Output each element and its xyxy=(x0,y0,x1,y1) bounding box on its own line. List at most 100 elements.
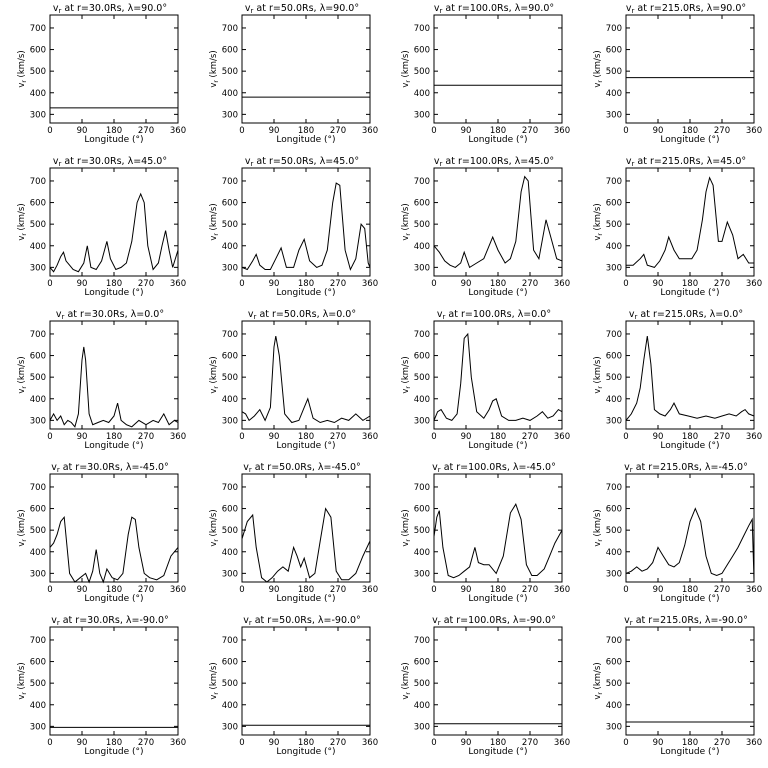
panel-3-1: vr at r=30.0Rs, λ=0.0° vr (km/s) Longitude… xyxy=(17,309,186,451)
chart-title: vr at r=30.0Rs, λ=-90.0° xyxy=(51,615,169,627)
y-tick-label: 500 xyxy=(30,220,46,230)
series-line xyxy=(49,192,179,273)
chart-title: vr at r=50.0Rs, λ=-45.0° xyxy=(243,462,361,474)
chart-title: vr at r=215.0Rs, λ=90.0° xyxy=(626,3,746,15)
y-tick-label: 500 xyxy=(30,373,46,383)
x-tick-label: 90 xyxy=(653,432,664,442)
y-tick-label: 500 xyxy=(414,67,430,77)
y-axis-label: vr (km/s) xyxy=(593,509,604,546)
x-tick-label: 90 xyxy=(77,585,88,595)
x-tick-label: 90 xyxy=(461,738,472,748)
x-tick-label: 270 xyxy=(138,279,154,289)
x-tick-label: 180 xyxy=(682,432,698,442)
y-tick-label: 400 xyxy=(414,242,430,252)
x-tick-label: 0 xyxy=(431,279,436,289)
y-tick-label: 400 xyxy=(30,89,46,99)
y-tick-label: 700 xyxy=(222,483,238,493)
y-tick-label: 500 xyxy=(222,679,238,689)
y-tick-label: 400 xyxy=(30,242,46,252)
y-tick-label: 700 xyxy=(606,636,622,646)
x-tick-label: 270 xyxy=(714,126,730,136)
x-tick-label: 180 xyxy=(298,585,314,595)
panel-2-1: vr at r=30.0Rs, λ=45.0° vr (km/s) Longitud… xyxy=(17,156,186,298)
panel-4-4: vr at r=215.0Rs, λ=-45.0° vr (km/s) Longit… xyxy=(593,462,762,604)
x-tick-label: 0 xyxy=(239,279,244,289)
x-tick-label: 360 xyxy=(170,432,186,442)
series-line xyxy=(625,336,755,421)
y-tick-label: 300 xyxy=(414,722,430,732)
y-tick-label: 700 xyxy=(30,330,46,340)
x-tick-label: 270 xyxy=(522,432,538,442)
x-tick-label: 0 xyxy=(47,126,52,136)
x-tick-label: 90 xyxy=(77,432,88,442)
x-axis-label: Longitude (°) xyxy=(276,594,335,604)
y-tick-label: 400 xyxy=(606,548,622,558)
x-tick-label: 0 xyxy=(623,585,628,595)
x-tick-label: 270 xyxy=(330,585,346,595)
y-axis-label: vr (km/s) xyxy=(17,50,28,87)
y-tick-label: 500 xyxy=(222,220,238,230)
x-tick-label: 180 xyxy=(106,585,122,595)
x-tick-label: 270 xyxy=(714,585,730,595)
x-tick-label: 0 xyxy=(239,126,244,136)
x-tick-label: 180 xyxy=(106,126,122,136)
x-tick-label: 90 xyxy=(653,279,664,289)
x-tick-label: 360 xyxy=(554,126,570,136)
x-tick-label: 90 xyxy=(269,585,280,595)
x-axis-label: Longitude (°) xyxy=(276,441,335,451)
x-tick-label: 180 xyxy=(106,279,122,289)
y-tick-label: 600 xyxy=(414,658,430,668)
plot-frame xyxy=(433,626,563,736)
y-tick-label: 600 xyxy=(30,352,46,362)
series-line xyxy=(241,336,371,424)
y-tick-label: 600 xyxy=(414,352,430,362)
y-tick-label: 500 xyxy=(606,220,622,230)
y-tick-label: 500 xyxy=(414,679,430,689)
x-tick-label: 0 xyxy=(47,432,52,442)
x-tick-label: 90 xyxy=(77,738,88,748)
panel-2-2: vr at r=50.0Rs, λ=45.0° vr (km/s) Longitud… xyxy=(209,156,378,298)
y-tick-label: 500 xyxy=(30,526,46,536)
y-tick-label: 300 xyxy=(222,416,238,426)
x-tick-label: 270 xyxy=(522,126,538,136)
y-tick-label: 400 xyxy=(606,395,622,405)
x-tick-label: 180 xyxy=(682,585,698,595)
x-tick-label: 270 xyxy=(138,432,154,442)
x-tick-label: 360 xyxy=(362,738,378,748)
x-tick-label: 270 xyxy=(330,738,346,748)
y-tick-label: 500 xyxy=(30,67,46,77)
chart-title: vr at r=100.0Rs, λ=90.0° xyxy=(434,3,554,15)
series-line xyxy=(241,182,371,271)
x-tick-label: 360 xyxy=(554,738,570,748)
y-tick-label: 400 xyxy=(606,701,622,711)
y-tick-label: 400 xyxy=(222,395,238,405)
y-tick-label: 400 xyxy=(30,548,46,558)
y-axis-label: vr (km/s) xyxy=(17,509,28,546)
y-tick-label: 500 xyxy=(414,220,430,230)
y-tick-label: 700 xyxy=(606,483,622,493)
x-tick-label: 0 xyxy=(431,126,436,136)
y-tick-label: 700 xyxy=(30,483,46,493)
y-tick-label: 500 xyxy=(606,526,622,536)
x-tick-label: 0 xyxy=(623,279,628,289)
x-tick-label: 270 xyxy=(330,279,346,289)
y-tick-label: 600 xyxy=(414,199,430,209)
y-tick-label: 700 xyxy=(414,483,430,493)
y-tick-label: 500 xyxy=(414,373,430,383)
y-tick-label: 400 xyxy=(414,89,430,99)
y-tick-label: 700 xyxy=(606,24,622,34)
x-tick-label: 0 xyxy=(239,585,244,595)
x-axis-label: Longitude (°) xyxy=(660,135,719,145)
y-tick-label: 600 xyxy=(606,46,622,56)
panel-5-4: vr at r=215.0Rs, λ=-90.0° vr (km/s) Longit… xyxy=(593,615,762,757)
x-tick-label: 180 xyxy=(682,738,698,748)
x-tick-label: 90 xyxy=(269,738,280,748)
x-tick-label: 270 xyxy=(138,126,154,136)
y-tick-label: 500 xyxy=(606,67,622,77)
x-tick-label: 0 xyxy=(623,432,628,442)
plot-frame xyxy=(241,167,371,277)
x-axis-label: Longitude (°) xyxy=(468,135,527,145)
x-tick-label: 180 xyxy=(490,738,506,748)
x-axis-label: Longitude (°) xyxy=(660,441,719,451)
y-tick-label: 400 xyxy=(222,701,238,711)
